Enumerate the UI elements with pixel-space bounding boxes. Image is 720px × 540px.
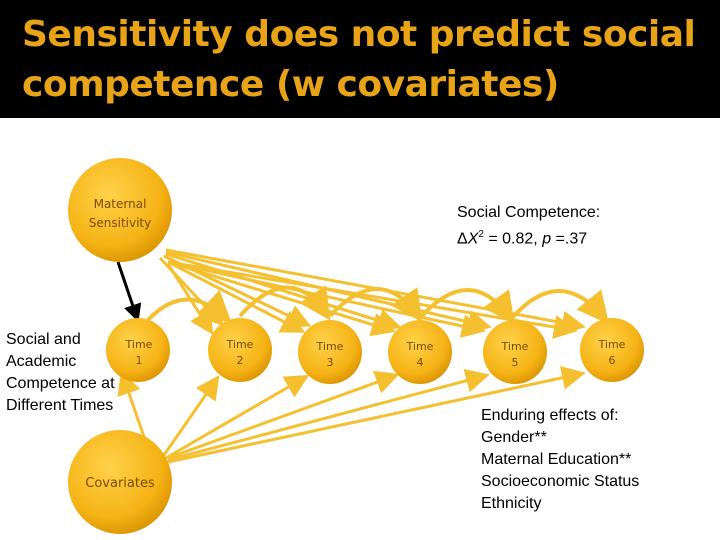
arrow-time1-time6 [167, 260, 578, 339]
node-time-6-line1: Time [598, 338, 626, 351]
node-time-4-line1: Time [406, 340, 434, 353]
p-value: =.37 [551, 230, 588, 248]
node-covariates-label: Covariates [85, 476, 155, 491]
enduring-effects-heading: Enduring effects of: [481, 407, 619, 424]
arrow-time1-time3 [167, 260, 306, 333]
path-sensitivity-time1 [116, 261, 142, 323]
chi-superscript: 2 [478, 229, 484, 240]
arc-time1-time2 [146, 289, 232, 324]
arrow-covariates-time5 [167, 369, 490, 462]
node-time-3: Time 3 [298, 320, 362, 384]
slide-title-line-1: Sensitivity does not predict social [22, 14, 696, 55]
competence-times-label: Social and Academic Competence at Differ… [6, 329, 115, 417]
slide-title-line-2: competence (w covariates) [22, 64, 559, 105]
enduring-effect-item: Socioeconomic Status [481, 473, 640, 490]
arc-time5-time6 [510, 289, 610, 325]
competence-times-label-line4: Different Times [6, 397, 114, 414]
chi-square-result: ΔX2 = 0.82, p =.37 [457, 224, 600, 250]
arrow-covariates-time4 [167, 370, 400, 460]
chi-value: = 0.82, [483, 230, 543, 248]
covariate-arrows [117, 366, 586, 464]
arrow-covariates-time3 [165, 374, 310, 460]
competence-times-label-line3: Competence at [6, 375, 115, 392]
node-time-5: Time 5 [483, 320, 547, 384]
arrow-covariates-time6 [167, 366, 586, 464]
node-time-3-line1: Time [316, 340, 344, 353]
arc-time3-time4 [328, 287, 423, 323]
competence-times-label-line1: Social and [6, 331, 81, 348]
arc-time2-time3 [238, 285, 331, 321]
enduring-effects: Enduring effects of: Gender** Maternal E… [481, 405, 639, 515]
node-time-1-line2: 1 [136, 354, 143, 367]
competence-times-label-line2: Academic [6, 353, 77, 370]
stability-arrows [146, 285, 610, 325]
arrow-covariates-time2 [160, 375, 220, 459]
node-maternal-sensitivity: Maternal Sensitivity [68, 158, 172, 262]
p-symbol: p [542, 230, 552, 248]
enduring-effect-item: Maternal Education** [481, 451, 632, 468]
social-competence-heading: Social Competence: [457, 204, 601, 221]
node-time-4: Time 4 [388, 320, 452, 384]
arc-time4-time5 [418, 288, 515, 325]
node-time-2-line2: 2 [237, 354, 244, 367]
arrow-time1-time4 [167, 260, 396, 337]
delta-symbol: Δ [457, 230, 468, 248]
node-time-1-line1: Time [125, 338, 153, 351]
node-time-6-line2: 6 [609, 354, 616, 367]
node-time-6: Time 6 [580, 318, 644, 382]
node-time-2: Time 2 [208, 318, 272, 382]
enduring-effect-item: Gender** [481, 429, 547, 446]
node-covariates: Covariates [68, 430, 172, 534]
node-maternal-sensitivity-line2: Sensitivity [89, 216, 151, 230]
social-competence-stat: Social Competence: ΔX2 = 0.82, p =.37 [457, 202, 600, 250]
node-time-4-line2: 4 [417, 356, 424, 369]
node-time-2-line1: Time [226, 338, 254, 351]
node-time-5-line2: 5 [512, 356, 519, 369]
node-maternal-sensitivity-line1: Maternal [94, 197, 147, 211]
chi-symbol: X [467, 230, 479, 248]
node-time-3-line2: 3 [327, 356, 334, 369]
arrow-time1-time5 [167, 260, 486, 338]
title-bar: Sensitivity does not predict social comp… [0, 0, 720, 118]
enduring-effect-item: Ethnicity [481, 495, 542, 512]
node-time-5-line1: Time [501, 340, 529, 353]
node-time-1: Time 1 [106, 318, 170, 382]
